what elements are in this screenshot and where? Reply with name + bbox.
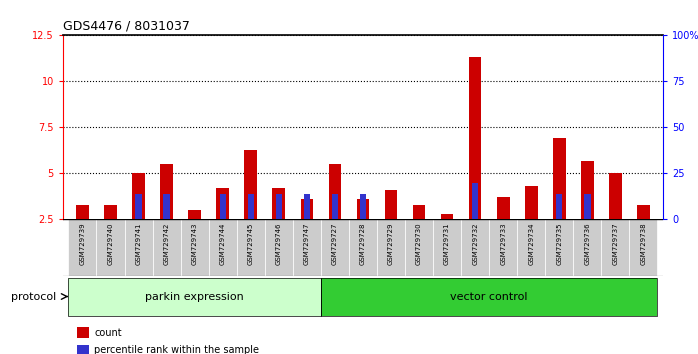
Text: GSM729727: GSM729727: [332, 222, 338, 265]
Bar: [553, 138, 565, 219]
Bar: [385, 190, 397, 219]
Text: GSM729742: GSM729742: [163, 222, 170, 265]
Bar: [304, 194, 310, 219]
Bar: [637, 205, 650, 219]
Text: GSM729731: GSM729731: [444, 222, 450, 265]
Text: GSM729728: GSM729728: [360, 222, 366, 265]
Bar: [293, 219, 321, 276]
Text: percentile rank within the sample: percentile rank within the sample: [94, 346, 259, 354]
Bar: [237, 219, 265, 276]
Text: GSM729740: GSM729740: [107, 222, 114, 265]
Bar: [405, 219, 433, 276]
Bar: [272, 188, 285, 219]
Bar: [220, 194, 226, 219]
Text: GSM729746: GSM729746: [276, 222, 282, 265]
Text: GSM729732: GSM729732: [472, 222, 478, 265]
Bar: [349, 219, 377, 276]
Text: GSM729743: GSM729743: [192, 222, 198, 265]
Bar: [329, 164, 341, 219]
Bar: [472, 183, 478, 219]
Bar: [321, 219, 349, 276]
Text: GSM729747: GSM729747: [304, 222, 310, 265]
Bar: [188, 210, 201, 219]
Bar: [68, 278, 321, 316]
Text: GSM729730: GSM729730: [416, 222, 422, 265]
Bar: [469, 57, 482, 219]
Bar: [573, 219, 602, 276]
Bar: [497, 198, 510, 219]
Bar: [332, 194, 338, 219]
Bar: [433, 219, 461, 276]
Bar: [244, 149, 257, 219]
Text: count: count: [94, 328, 122, 338]
Text: GSM729745: GSM729745: [248, 222, 254, 265]
Bar: [248, 194, 254, 219]
Bar: [76, 205, 89, 219]
Bar: [413, 205, 425, 219]
Bar: [276, 194, 282, 219]
Bar: [556, 194, 563, 219]
Bar: [377, 219, 405, 276]
Text: GSM729741: GSM729741: [135, 222, 142, 265]
Bar: [301, 199, 313, 219]
Text: GDS4476 / 8031037: GDS4476 / 8031037: [63, 20, 190, 33]
Text: GSM729737: GSM729737: [612, 222, 618, 265]
Bar: [602, 219, 630, 276]
Bar: [68, 219, 96, 276]
Bar: [68, 278, 321, 316]
Bar: [321, 278, 658, 316]
Text: protocol: protocol: [10, 291, 56, 302]
Bar: [153, 219, 181, 276]
Bar: [104, 205, 117, 219]
Bar: [96, 219, 124, 276]
Bar: [489, 219, 517, 276]
Bar: [161, 164, 173, 219]
Text: GSM729734: GSM729734: [528, 222, 534, 265]
Text: parkin expression: parkin expression: [145, 291, 244, 302]
Bar: [135, 194, 142, 219]
Bar: [359, 194, 366, 219]
Bar: [321, 278, 658, 316]
Bar: [517, 219, 545, 276]
Bar: [357, 199, 369, 219]
Text: GSM729736: GSM729736: [584, 222, 591, 265]
Text: GSM729744: GSM729744: [220, 222, 225, 265]
Bar: [461, 219, 489, 276]
Bar: [216, 188, 229, 219]
Text: GSM729735: GSM729735: [556, 222, 563, 265]
Text: GSM729739: GSM729739: [80, 222, 85, 265]
Bar: [124, 219, 153, 276]
Text: GSM729738: GSM729738: [641, 222, 646, 265]
Bar: [441, 214, 454, 219]
Text: vector control: vector control: [450, 291, 528, 302]
Bar: [581, 161, 594, 219]
Bar: [525, 186, 537, 219]
Text: GSM729729: GSM729729: [388, 222, 394, 265]
Bar: [584, 194, 591, 219]
Bar: [181, 219, 209, 276]
Bar: [132, 173, 145, 219]
Bar: [163, 194, 170, 219]
Bar: [630, 219, 658, 276]
Bar: [609, 173, 622, 219]
Bar: [209, 219, 237, 276]
Bar: [265, 219, 293, 276]
Text: GSM729733: GSM729733: [500, 222, 506, 265]
Bar: [545, 219, 573, 276]
